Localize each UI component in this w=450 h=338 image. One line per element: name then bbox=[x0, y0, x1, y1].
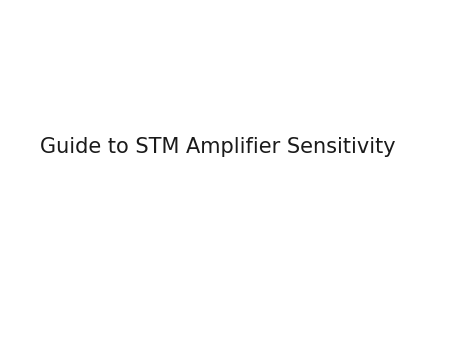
Text: Guide to STM Amplifier Sensitivity: Guide to STM Amplifier Sensitivity bbox=[40, 137, 396, 157]
